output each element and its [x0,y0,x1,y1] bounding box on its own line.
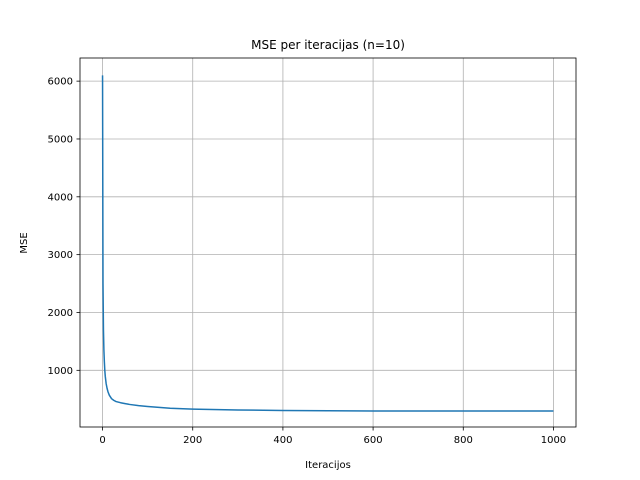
y-tick-label: 5000 [48,134,73,145]
ticks: 0 200 400 600 800 1000 1000 2000 3000 4000 5000 600… [48,77,567,446]
x-tick-label: 800 [454,435,473,446]
y-tick-label: 6000 [48,77,73,88]
x-tick-label: 600 [364,435,383,446]
x-tick-label: 200 [183,435,202,446]
x-axis-title: Iteracijos [305,460,351,471]
series-line [101,75,554,412]
plot-frame [79,57,577,428]
y-tick-label: 4000 [48,192,73,203]
x-tick-label: 400 [273,435,292,446]
series-layer [101,75,554,412]
y-tick-label: 2000 [48,308,73,319]
y-axis-title: MSE [19,232,30,253]
y-tick-label: 1000 [48,366,73,377]
y-tick-label: 3000 [48,250,73,261]
chart-title: MSE per iteracijas (n=10) [251,38,405,52]
x-tick-label: 1000 [541,435,566,446]
x-tick-label: 0 [99,435,105,446]
grid [80,58,576,427]
